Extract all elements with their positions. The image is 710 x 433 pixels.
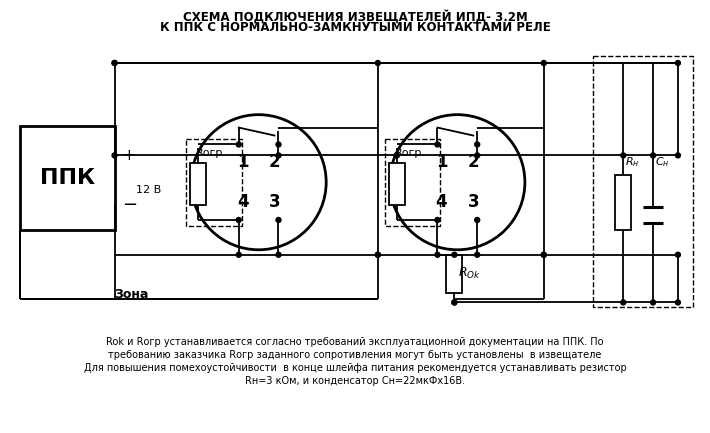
Circle shape [452,252,457,257]
Bar [616,175,631,230]
Text: 1: 1 [436,153,447,171]
Bar [20,126,114,230]
Text: 4: 4 [237,193,248,211]
Circle shape [541,252,546,257]
Bar [447,255,462,293]
Text: Rогр: Rогр [395,149,422,158]
Text: 2: 2 [268,153,280,171]
Text: Rн=3 кОм, и конденсатор Сн=22мкФх16В.: Rн=3 кОм, и конденсатор Сн=22мкФх16В. [245,376,465,386]
Text: 3: 3 [467,193,479,211]
Circle shape [675,61,680,65]
Circle shape [675,153,680,158]
Circle shape [191,115,326,250]
Circle shape [276,252,281,257]
Bar [389,163,405,205]
Circle shape [475,217,480,223]
Circle shape [236,217,241,223]
Text: −: − [123,196,138,214]
Circle shape [376,61,381,65]
Text: $С_н$: $С_н$ [655,155,670,169]
Circle shape [390,115,525,250]
Bar [186,139,241,226]
Circle shape [435,217,440,223]
Circle shape [452,300,457,305]
Circle shape [376,252,381,257]
Circle shape [276,153,281,158]
Circle shape [541,252,546,257]
Text: 3: 3 [268,193,280,211]
Circle shape [236,142,241,147]
Circle shape [675,300,680,305]
Circle shape [112,61,117,65]
Text: Зона: Зона [114,288,148,301]
Text: 12 В: 12 В [136,185,162,195]
Circle shape [112,153,117,158]
Circle shape [621,300,626,305]
Text: требованию заказчика Rогр заданного сопротивления могут быть установлены  в изве: требованию заказчика Rогр заданного сопр… [109,350,601,360]
Text: Для повышения помехоустойчивости  в конце шлейфа питания рекомендуется устанавли: Для повышения помехоустойчивости в конце… [84,363,626,373]
Bar [385,139,440,226]
Circle shape [650,300,655,305]
Circle shape [621,153,626,158]
Circle shape [541,61,546,65]
Circle shape [394,153,399,158]
Circle shape [276,142,281,147]
Circle shape [650,153,655,158]
Text: +: + [123,148,135,163]
Circle shape [435,252,440,257]
Text: 2: 2 [467,153,479,171]
Text: $R_{Ok}$: $R_{Ok}$ [459,266,481,281]
Text: СХЕМА ПОДКЛЮЧЕНИЯ ИЗВЕЩАТЕЛЕЙ ИПД- 3.2М: СХЕМА ПОДКЛЮЧЕНИЯ ИЗВЕЩАТЕЛЕЙ ИПД- 3.2М [182,10,528,23]
Text: 1: 1 [237,153,248,171]
Circle shape [376,252,381,257]
Text: Rok и Rогр устанавливается согласно требований эксплуатационной документации на : Rok и Rогр устанавливается согласно треб… [106,337,604,347]
Text: ППК: ППК [40,168,95,188]
Circle shape [452,300,457,305]
Circle shape [276,217,281,223]
Bar [594,56,693,307]
Circle shape [475,153,480,158]
Circle shape [236,252,241,257]
Circle shape [112,61,117,65]
Text: К ППК С НОРМАЛЬНО-ЗАМКНУТЫМИ КОНТАКТАМИ РЕЛЕ: К ППК С НОРМАЛЬНО-ЗАМКНУТЫМИ КОНТАКТАМИ … [160,21,550,34]
Circle shape [675,252,680,257]
Circle shape [475,142,480,147]
Circle shape [394,153,399,158]
Text: Rогр: Rогр [196,149,224,158]
Circle shape [435,142,440,147]
Text: $R_н$: $R_н$ [626,155,640,169]
Circle shape [475,252,480,257]
Text: 4: 4 [436,193,447,211]
Bar [190,163,206,205]
